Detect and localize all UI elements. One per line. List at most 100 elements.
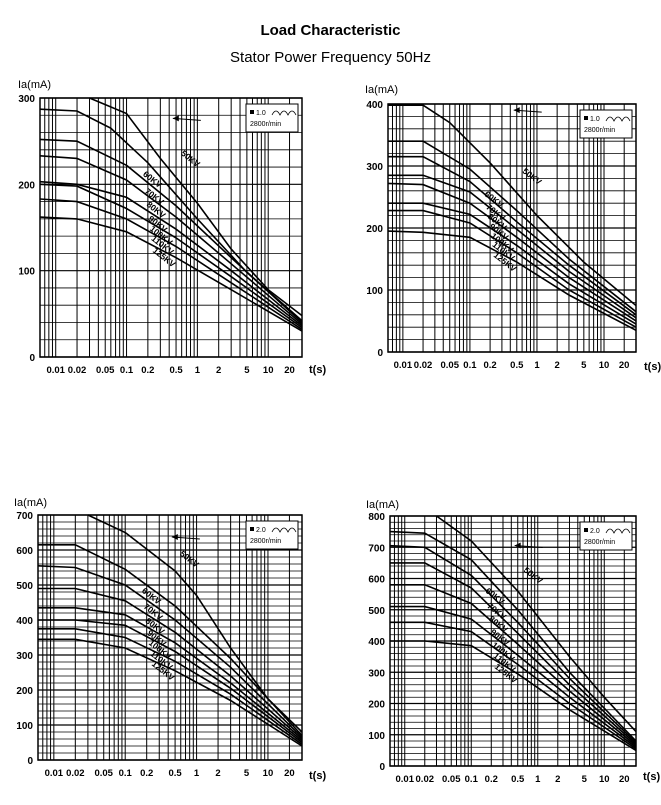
x-tick-label: 0.05 [96,365,115,376]
page-title: Load Characteristic [260,22,401,39]
x-tick-label: 0.2 [483,360,496,371]
y-axis-label: Ia(mA) [18,79,51,91]
x-tick-label: 0.5 [169,365,183,376]
x-tick-label: 0.02 [66,768,85,779]
x-tick-label: 0.05 [442,774,461,785]
x-tick-label: 1 [534,360,540,371]
legend-marker-icon [250,527,254,531]
series-line-100kv [390,605,637,748]
x-axis-label: t(s) [309,364,326,376]
x-tick-label: 10 [599,360,610,371]
legend-box [579,109,633,139]
y-tick-label: 100 [368,731,385,742]
focal-spot-icon [605,116,631,122]
y-tick-label: 0 [29,353,35,364]
legend-box [245,520,299,550]
y-tick-label: 200 [16,686,33,697]
plot-frame [37,514,303,761]
x-tick-label: 0.05 [94,768,113,779]
legend-speed: 2800r/min [584,539,615,546]
series-line-110kv [390,621,637,750]
chart-4: 0 100 200 300 400 500 600 700 800 0.01 0.02 0.05 0.1… [366,499,660,785]
x-tick-label: 5 [582,774,588,785]
series-line-90kv [390,584,637,747]
y-axis-label: Ia(mA) [365,84,398,96]
y-tick-label: 100 [16,721,33,732]
series-line-125kv [38,638,303,747]
series-line-70kv [389,544,637,744]
arrow-head-icon [172,115,179,122]
y-tick-label: 0 [27,756,33,767]
x-tick-label: 20 [284,365,295,376]
x-axis-label: t(s) [309,770,326,782]
series-line-100kv [39,183,303,329]
y-tick-label: 600 [368,575,385,586]
legend-box [579,521,633,551]
series-line-60kv [389,530,637,742]
x-tick-label: 10 [599,774,610,785]
y-axis-label: Ia(mA) [366,499,399,511]
x-tick-label: 0.02 [414,360,433,371]
series-line-80kv [38,587,303,740]
series-line-125kv [39,216,303,332]
y-tick-label: 100 [18,267,35,278]
y-tick-label: 800 [368,512,385,523]
x-tick-label: 20 [284,768,295,779]
legend-marker-icon [584,528,588,532]
series-line-50kv [89,97,303,317]
x-tick-label: 1 [194,768,200,779]
x-tick-label: 2 [555,774,560,785]
y-tick-label: 300 [368,668,385,679]
arrow-head-icon [171,534,178,541]
y-tick-label: 400 [16,616,33,627]
x-tick-label: 0.05 [440,360,459,371]
series-line-110kv [388,209,637,328]
y-tick-label: 0 [377,348,383,359]
x-tick-label: 1 [195,365,201,376]
series-line-125kv [390,640,637,752]
series-line-125kv [387,230,637,332]
x-tick-label: 20 [619,774,630,785]
series-label: 50KV [522,565,545,586]
y-axis-label: Ia(mA) [14,497,47,509]
series-line-100kv [388,202,637,325]
legend-focal: 1.0 [256,110,266,117]
x-tick-label: 0.1 [463,360,477,371]
series-line-90kv [387,182,637,322]
plot-frame [387,103,637,353]
series-line-100kv [38,619,303,744]
x-tick-label: 0.5 [168,768,182,779]
x-axis-label: t(s) [643,771,660,783]
legend-marker-icon [250,110,254,114]
series-line-50kv [436,515,637,733]
series-line-60kv [388,140,637,313]
series-line-90kv [39,180,303,327]
legend-speed: 2800r/min [250,538,281,545]
x-tick-label: 2 [216,365,221,376]
y-tick-label: 200 [18,180,35,191]
x-tick-label: 0.2 [141,365,154,376]
x-tick-label: 0.1 [465,774,479,785]
legend-speed: 2800r/min [250,121,281,128]
y-tick-label: 300 [18,94,35,105]
series-line-110kv [39,198,303,331]
x-tick-label: 0.5 [510,360,524,371]
x-axis-label: t(s) [644,361,661,373]
x-tick-label: 2 [554,360,559,371]
legend-focal: 2.0 [256,527,266,534]
arrow-head-icon [514,542,521,549]
legend-focal: 2.0 [590,528,600,535]
legend-marker-icon [584,116,588,120]
x-tick-label: 1 [535,774,541,785]
y-tick-label: 300 [16,651,33,662]
x-tick-label: 5 [581,360,587,371]
x-tick-label: 0.01 [45,768,64,779]
series-line-60kv [38,544,303,737]
plot-frame [39,97,303,358]
x-tick-label: 0.02 [416,774,435,785]
y-tick-label: 500 [368,606,385,617]
series-line-70kv [39,138,303,324]
x-tick-label: 0.5 [511,774,525,785]
y-tick-label: 400 [366,100,383,111]
